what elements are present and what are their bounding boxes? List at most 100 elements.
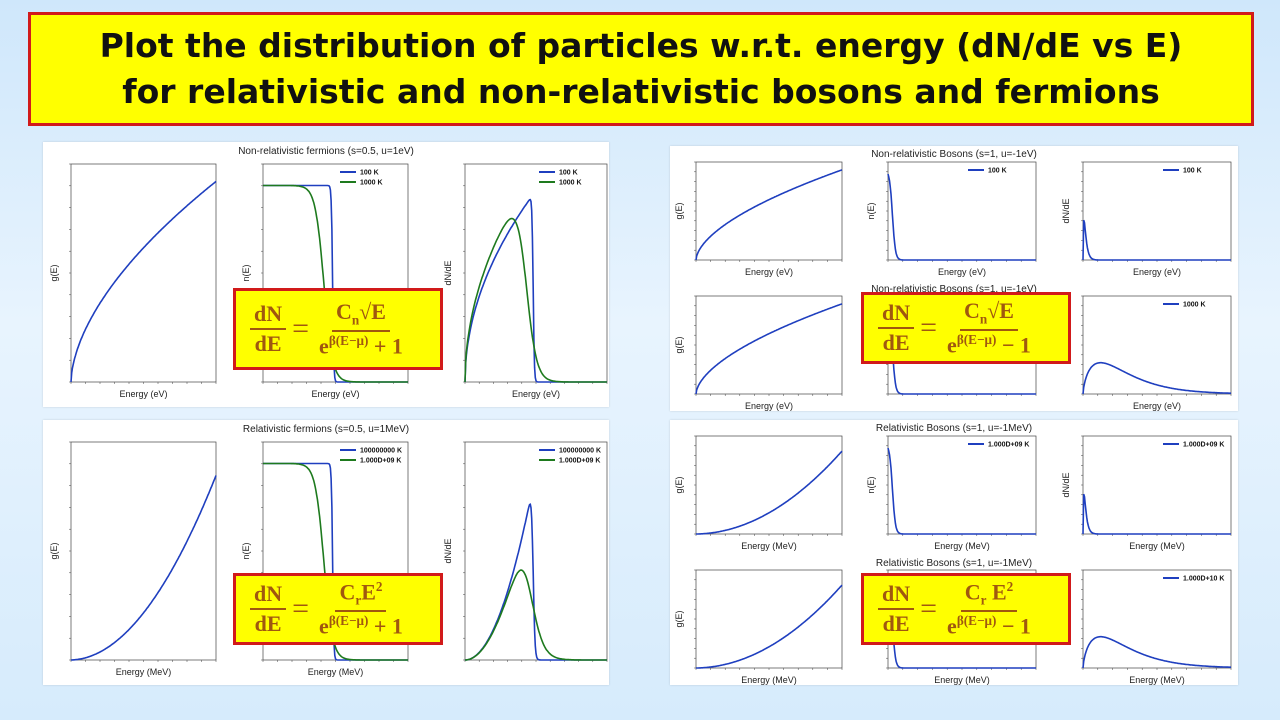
- x-axis-label: Energy (MeV): [308, 667, 364, 677]
- formula-r-fermion: dN dE = CrE2 eβ(E−μ) + 1: [233, 573, 443, 645]
- x-axis-label: Energy (eV): [1133, 401, 1181, 411]
- plot-frame: [1082, 295, 1232, 395]
- plot-frame: [70, 163, 217, 383]
- formula-rhs-num: CrE2: [335, 579, 387, 612]
- plot-frame: [1082, 435, 1232, 535]
- legend-label: 1000 K: [559, 180, 582, 187]
- subplot: g(E) Energy (eV): [674, 295, 843, 411]
- legend-label: 100 K: [360, 170, 379, 177]
- formula-rhs-den: eβ(E−μ) − 1: [947, 331, 1031, 357]
- formula-rhs: Cn√E eβ(E−μ) − 1: [943, 298, 1035, 358]
- y-axis-label: n(E): [866, 476, 876, 493]
- subplot: n(E) Energy (MeV) 1.000D+09 K: [866, 435, 1037, 551]
- formula-nr-boson: dN dE = Cn√E eβ(E−μ) − 1: [861, 292, 1071, 364]
- series-line: [465, 569, 607, 661]
- plot-frame: [695, 435, 843, 535]
- slide-title-box: Plot the distribution of particles w.r.t…: [28, 12, 1254, 126]
- x-axis-label: Energy (MeV): [934, 675, 990, 685]
- series-line: [263, 462, 408, 661]
- subplot: g(E) Energy (eV): [49, 163, 217, 399]
- series-line: [695, 303, 843, 395]
- plot-frame: [1082, 161, 1232, 261]
- y-axis-label: dN/dE: [443, 260, 453, 285]
- series-line: [464, 217, 607, 383]
- subplot: g(E) Energy (MeV): [674, 435, 843, 551]
- legend-label: 1000 K: [360, 180, 383, 187]
- y-axis-label: g(E): [674, 610, 684, 627]
- series-line: [887, 447, 1036, 535]
- chart-title: Non-relativistic Bosons (s=1, u=-1eV): [871, 149, 1037, 160]
- series-line: [1082, 493, 1231, 535]
- legend-label: 100 K: [1183, 168, 1202, 175]
- formula-rhs-den: eβ(E−μ) − 1: [947, 612, 1031, 639]
- series-line: [695, 169, 843, 261]
- formula-r-boson: dN dE = Cr E2 eβ(E−μ) − 1: [861, 573, 1071, 645]
- slide-title-line-2: for relativistic and non-relativistic bo…: [122, 72, 1160, 111]
- y-axis-label: g(E): [674, 202, 684, 219]
- legend-label: 100000000 K: [360, 448, 402, 455]
- plot-frame: [464, 441, 608, 661]
- formula-lhs-num: dN: [878, 581, 915, 610]
- subplot: dN/dE Energy (eV) 100 K 1000 K: [443, 163, 608, 399]
- formula-equals: =: [920, 311, 938, 344]
- formula-rhs-den: eβ(E−μ) + 1: [319, 332, 403, 358]
- formula-equals: =: [292, 592, 310, 625]
- formula-rhs: CrE2 eβ(E−μ) + 1: [315, 579, 407, 639]
- x-axis-label: Energy (MeV): [116, 667, 172, 677]
- chart-nr-fermions: Non-relativistic fermions (s=0.5, u=1eV)…: [49, 146, 608, 399]
- y-axis-label: g(E): [674, 476, 684, 493]
- formula-lhs-num: dN: [250, 581, 287, 610]
- subplot: g(E) Energy (eV): [674, 161, 843, 277]
- subplot: dN/dE Energy (MeV) 1.000D+09 K: [1061, 435, 1232, 551]
- legend-label: 1.000D+09 K: [559, 458, 600, 465]
- legend-label: 1.000D+09 K: [1183, 442, 1224, 449]
- formula-lhs-den: dE: [882, 611, 910, 636]
- x-axis-label: Energy (MeV): [1129, 675, 1185, 685]
- formula-rhs-num: Cr E2: [960, 579, 1018, 612]
- plot-frame: [695, 569, 843, 669]
- formula-rhs: Cn√E eβ(E−μ) + 1: [315, 299, 407, 359]
- legend-label: 1.000D+09 K: [988, 442, 1029, 449]
- formula-rhs-den: eβ(E−μ) + 1: [319, 612, 403, 639]
- plot-frame: [695, 295, 843, 395]
- y-axis-label: dN/dE: [1061, 198, 1071, 223]
- chart-title: Non-relativistic fermions (s=0.5, u=1eV): [238, 146, 414, 157]
- legend-label: 100 K: [988, 168, 1007, 175]
- series-line: [887, 307, 1036, 395]
- subplot: n(E) Energy (eV) 100 K: [866, 161, 1037, 277]
- series-line: [696, 450, 843, 535]
- y-axis-label: g(E): [49, 264, 59, 281]
- series-line: [887, 173, 1036, 261]
- formula-lhs: dN dE: [878, 581, 915, 637]
- subplot: Energy (MeV) 1.000D+10 K: [1081, 569, 1232, 685]
- series-line: [1082, 635, 1231, 669]
- subplot: Energy (eV) 1000 K: [1081, 295, 1232, 411]
- formula-lhs-den: dE: [882, 330, 910, 355]
- plot-frame: [887, 161, 1037, 261]
- x-axis-label: Energy (MeV): [1129, 541, 1185, 551]
- x-axis-label: Energy (MeV): [934, 541, 990, 551]
- y-axis-label: g(E): [49, 542, 59, 559]
- formula-lhs-den: dE: [254, 331, 282, 356]
- x-axis-label: Energy (MeV): [741, 541, 797, 551]
- x-axis-label: Energy (eV): [1133, 267, 1181, 277]
- subplot: n(E) Energy (MeV) 100000000 K 1.000D+09 K: [241, 441, 409, 677]
- x-axis-label: Energy (eV): [119, 389, 167, 399]
- formula-lhs: dN dE: [250, 301, 287, 357]
- x-axis-label: Energy (eV): [512, 389, 560, 399]
- legend-label: 1000 K: [1183, 302, 1206, 309]
- series-line: [1082, 219, 1231, 261]
- formula-rhs-num: Cn√E: [331, 299, 390, 332]
- plot-frame: [695, 161, 843, 261]
- panel-r-fermions: Relativistic fermions (s=0.5, u=1MeV) g(E…: [43, 420, 609, 685]
- y-axis-label: dN/dE: [1061, 472, 1071, 497]
- y-axis-label: n(E): [866, 202, 876, 219]
- chart-title: Relativistic fermions (s=0.5, u=1MeV): [243, 424, 409, 435]
- formula-lhs-den: dE: [254, 611, 282, 636]
- y-axis-label: n(E): [241, 264, 251, 281]
- series-line: [71, 475, 217, 661]
- formula-lhs-num: dN: [878, 300, 915, 329]
- x-axis-label: Energy (MeV): [741, 675, 797, 685]
- chart-title: Relativistic Bosons (s=1, u=-1MeV): [876, 423, 1032, 434]
- x-axis-label: Energy (eV): [311, 389, 359, 399]
